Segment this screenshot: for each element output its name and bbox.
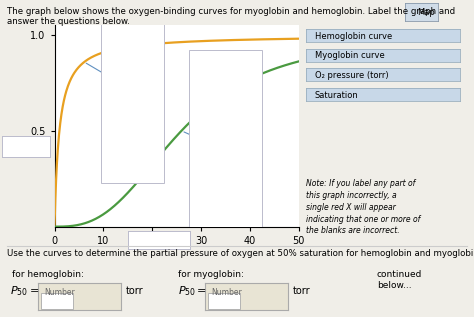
FancyBboxPatch shape (189, 50, 262, 259)
Text: Myoglobin curve: Myoglobin curve (315, 51, 385, 60)
Text: $P_{50}$: $P_{50}$ (178, 284, 196, 298)
Text: for hemoglobin:: for hemoglobin: (12, 270, 84, 279)
Text: answer the questions below.: answer the questions below. (7, 17, 130, 26)
Text: Saturation: Saturation (315, 91, 359, 100)
Text: Map: Map (417, 8, 435, 17)
Text: for myoglobin:: for myoglobin: (178, 270, 244, 279)
Text: The graph below shows the oxygen-binding curves for myoglobin and hemoglobin. La: The graph below shows the oxygen-binding… (7, 7, 455, 16)
Text: torr: torr (126, 286, 143, 296)
Text: Number: Number (45, 288, 75, 297)
Text: Use the curves to determine the partial pressure of oxygen at 50% saturation for: Use the curves to determine the partial … (7, 249, 474, 258)
FancyBboxPatch shape (101, 0, 164, 183)
Text: Note: If you label any part of
this graph incorrectly, a
single red X will appea: Note: If you label any part of this grap… (306, 179, 420, 235)
Text: torr: torr (293, 286, 310, 296)
Text: O₂ pressure (torr): O₂ pressure (torr) (315, 71, 389, 80)
Text: =: = (30, 286, 39, 296)
Text: $P_{50}$: $P_{50}$ (10, 284, 28, 298)
Text: =: = (197, 286, 207, 296)
Text: Hemoglobin curve: Hemoglobin curve (315, 32, 392, 41)
Bar (208, 293, 240, 309)
Bar (41, 293, 73, 309)
Text: continued
below...: continued below... (377, 270, 422, 290)
Text: Number: Number (211, 288, 242, 297)
